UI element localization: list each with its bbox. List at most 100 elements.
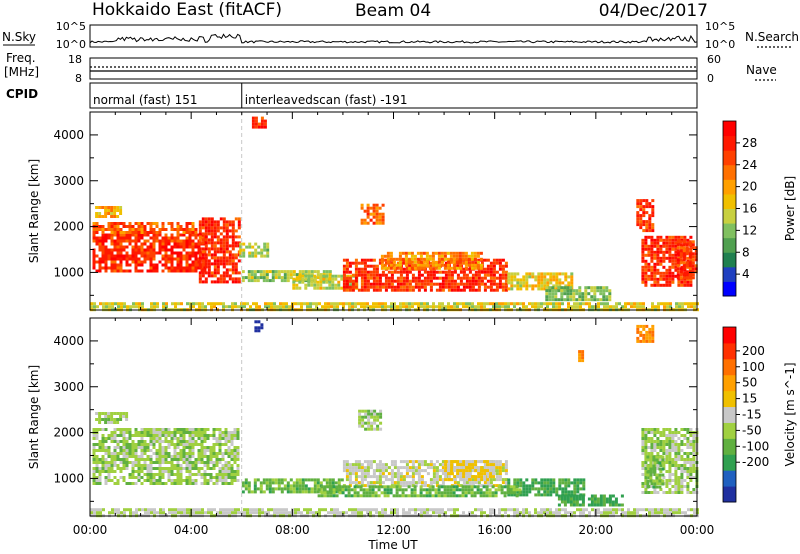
heatmap-cell: [432, 466, 436, 470]
heatmap-cell: [360, 261, 364, 265]
heatmap-cell: [677, 235, 681, 239]
heatmap-cell: [645, 202, 649, 206]
heatmap-cell: [636, 205, 640, 209]
heatmap-cell: [384, 276, 388, 280]
heatmap-cell: [441, 481, 445, 485]
heatmap-cell: [659, 256, 663, 260]
heatmap-cell: [158, 473, 162, 476]
heatmap-cell: [452, 257, 456, 261]
heatmap-cell: [158, 428, 162, 431]
heatmap-cell: [161, 428, 165, 431]
heatmap-cell: [653, 271, 657, 275]
heatmap-cell: [549, 490, 553, 494]
heatmap-cell: [173, 266, 177, 270]
heatmap-cell: [498, 267, 502, 271]
heatmap-cell: [125, 263, 129, 267]
heatmap-cell: [467, 488, 471, 492]
heatmap-cell: [228, 259, 232, 263]
heatmap-cell: [274, 276, 278, 280]
heatmap-cell: [450, 460, 454, 464]
heatmap-cell: [347, 494, 351, 498]
heatmap-cell: [125, 225, 129, 228]
heatmap-cell: [674, 244, 678, 248]
heatmap-cell: [644, 473, 648, 476]
heatmap-cell: [471, 288, 475, 292]
heatmap-cell: [332, 491, 336, 495]
heatmap-cell: [682, 264, 686, 268]
heatmap-cell: [198, 253, 202, 257]
heatmap-cell: [693, 302, 696, 306]
heatmap-cell: [357, 466, 361, 470]
heatmap-cell: [206, 455, 210, 458]
heatmap-cell: [360, 221, 364, 225]
heatmap-cell: [477, 288, 481, 292]
heatmap-cell: [636, 211, 640, 215]
heatmap-cell: [194, 467, 198, 470]
heatmap-cell: [125, 452, 129, 455]
heatmap-cell: [488, 494, 492, 498]
heatmap-cell: [122, 476, 126, 479]
heatmap-cell: [419, 251, 423, 255]
heatmap-cell: [110, 470, 114, 473]
heatmap-cell: [422, 251, 426, 255]
heatmap-cell: [116, 245, 120, 249]
heatmap-cell: [489, 270, 493, 274]
heatmap-cell: [510, 287, 514, 291]
heatmap-cell: [668, 259, 672, 263]
heatmap-cell: [263, 242, 267, 246]
heatmap-cell: [465, 466, 469, 470]
heatmap-cell: [304, 277, 308, 281]
heatmap-cell: [390, 261, 394, 265]
heatmap-cell: [650, 238, 654, 242]
heatmap-cell: [663, 302, 666, 306]
heatmap-cell: [450, 276, 454, 280]
heatmap-cell: [668, 256, 672, 260]
heatmap-cell: [360, 282, 364, 286]
heatmap-cell: [250, 279, 254, 283]
heatmap-cell: [659, 464, 663, 467]
heatmap-cell: [231, 244, 235, 248]
heatmap-cell: [348, 466, 352, 470]
heatmap-cell: [644, 428, 648, 431]
heatmap-cell: [381, 285, 385, 289]
heatmap-cell: [92, 231, 96, 234]
heatmap-cell: [107, 206, 111, 209]
heatmap-cell: [251, 245, 255, 249]
heatmap-cell: [419, 485, 423, 489]
heatmap-cell: [247, 270, 251, 274]
heatmap-cell: [426, 472, 430, 476]
heatmap-cell: [668, 274, 672, 278]
heatmap-cell: [608, 500, 612, 504]
heatmap-cell: [407, 266, 411, 270]
heatmap-cell: [342, 460, 346, 464]
heatmap-cell: [283, 270, 287, 274]
heatmap-cell: [125, 233, 129, 237]
heatmap-cell: [167, 467, 171, 470]
heatmap-cell: [176, 446, 180, 449]
heatmap-cell: [170, 482, 174, 485]
heatmap-cell: [207, 271, 211, 275]
heatmap-cell: [498, 469, 502, 473]
heatmap-cell: [155, 236, 159, 240]
heatmap-cell: [476, 485, 480, 489]
heatmap-cell: [483, 463, 487, 467]
heatmap-cell: [608, 497, 612, 501]
heatmap-cell: [116, 222, 120, 225]
heatmap-cell: [656, 443, 660, 446]
heatmap-cell: [140, 251, 144, 255]
heatmap-cell: [534, 493, 538, 497]
heatmap-cell: [504, 469, 508, 473]
heatmap-cell: [636, 214, 640, 218]
heatmap-cell: [179, 449, 183, 452]
heatmap-cell: [351, 466, 355, 470]
heatmap-cell: [404, 494, 408, 498]
heatmap-cell: [651, 199, 655, 203]
heatmap-cell: [662, 491, 666, 494]
heatmap-cell: [429, 460, 433, 464]
heatmap-cell: [342, 267, 346, 271]
heatmap-cell: [110, 231, 114, 234]
heatmap-cell: [650, 277, 654, 281]
heatmap-cell: [149, 260, 153, 264]
heatmap-cell: [509, 491, 513, 495]
heatmap-cell: [515, 488, 519, 492]
